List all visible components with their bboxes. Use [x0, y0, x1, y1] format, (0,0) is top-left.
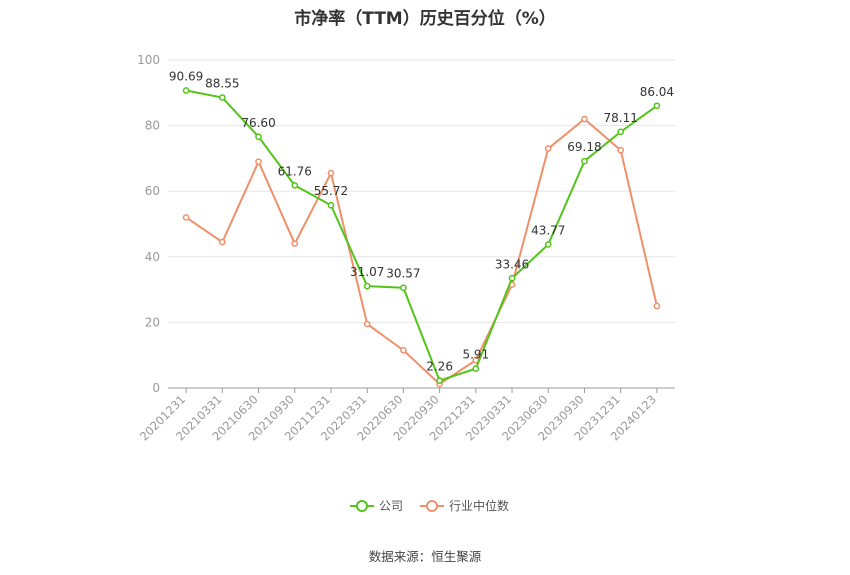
data-point [436, 377, 443, 384]
series-line-company [185, 89, 658, 382]
y-tick-label: 80 [145, 119, 160, 133]
data-point [581, 115, 588, 123]
data-point [182, 214, 190, 221]
legend-label-industry-median: 行业中位数 [449, 498, 509, 513]
data-label: 69.18 [567, 140, 601, 154]
data-point [255, 158, 262, 166]
data-source: 数据来源：恒生聚源 [368, 549, 482, 564]
chart-title: 市净率（TTM）历史百分位（%） [294, 9, 556, 29]
data-point [400, 346, 407, 354]
data-label: 43.77 [531, 223, 565, 237]
data-point [182, 87, 190, 94]
data-point [653, 102, 661, 110]
data-point [581, 157, 588, 165]
data-label: 76.60 [241, 116, 275, 130]
y-tick-label: 20 [145, 315, 160, 329]
data-point [255, 133, 262, 141]
data-point [544, 145, 552, 152]
legend-marker-industry-median [426, 500, 438, 512]
data-label: 31.07 [350, 265, 384, 279]
data-point [291, 240, 299, 248]
data-point [291, 182, 299, 189]
y-tick-label: 0 [152, 381, 160, 395]
data-point [472, 365, 480, 372]
data-label: 61.76 [278, 164, 312, 178]
data-label: 55.72 [314, 184, 348, 198]
legend-label-company: 公司 [379, 499, 403, 513]
data-label: 33.46 [495, 257, 529, 271]
series-line-industry-median [185, 118, 658, 386]
data-point [363, 282, 371, 290]
data-label: 30.57 [386, 267, 420, 281]
data-point [218, 94, 226, 101]
data-label: 88.55 [205, 77, 239, 91]
data-point [218, 238, 226, 246]
data-point [617, 128, 625, 136]
data-point [400, 284, 407, 292]
data-label: 2.26 [426, 360, 453, 374]
data-label: 86.04 [640, 85, 674, 99]
data-label: 78.11 [603, 111, 637, 125]
data-point [327, 169, 335, 177]
legend-marker-company [356, 500, 368, 512]
y-tick-label: 100 [137, 53, 160, 67]
data-point [363, 320, 371, 328]
data-label: 90.69 [169, 70, 203, 84]
data-point [653, 302, 661, 310]
y-tick-label: 40 [145, 250, 160, 264]
data-point [617, 146, 625, 154]
data-point [508, 274, 516, 282]
data-point [327, 201, 335, 209]
y-tick-label: 60 [145, 184, 160, 198]
data-point [544, 241, 552, 248]
data-label: 5.91 [462, 348, 489, 362]
